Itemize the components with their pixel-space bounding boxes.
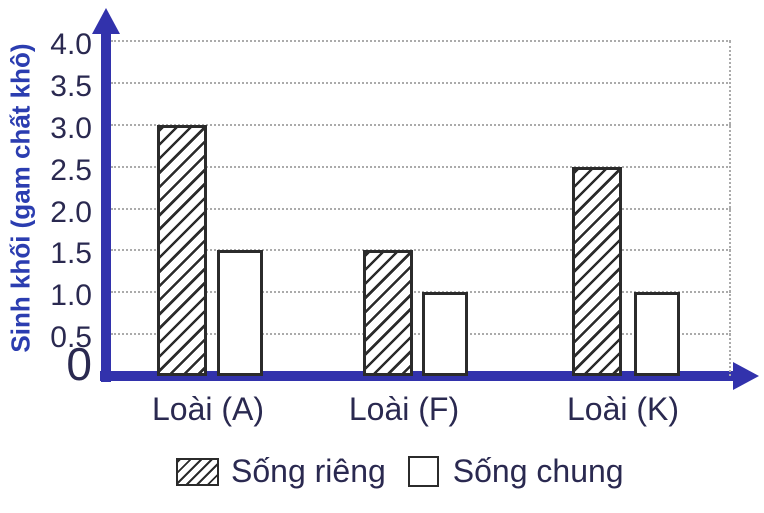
x-category-label: Loài (K) [566,391,680,427]
y-tick-label: 1.0 [50,279,92,313]
legend-label-song-chung: Sống chung [452,453,624,489]
bar-song-chung-1 [217,250,263,376]
legend: Sống riêng Sống chung [176,453,624,490]
legend-swatch-song-chung [407,456,439,487]
bar-song-chung-3 [634,292,680,376]
gridline [111,123,731,126]
y-tick-label: 2.0 [50,195,92,229]
legend-label-song-rieng: Sống riêng [231,453,386,489]
x-axis-arrowhead-icon [733,362,759,390]
x-category-label: Loài (A) [151,391,265,427]
y-tick-label: 4.0 [50,28,92,61]
y-tick-label: 0.5 [50,321,92,355]
gridline [111,291,731,294]
bar-song-rieng-2 [363,250,413,376]
y-axis-arrowhead-icon [92,8,120,34]
bar-song-rieng-1 [157,125,207,376]
bar-song-rieng-3 [572,167,622,376]
gridline [111,40,731,42]
y-tick-label: 1.5 [50,237,92,271]
gridline [111,81,731,84]
y-tick-label: 0 [66,338,92,390]
legend-swatch-song-rieng [176,457,219,486]
y-tick-label: 2.5 [50,153,92,187]
y-axis-line [101,26,111,382]
x-axis-line [100,371,736,381]
bar-song-chung-2 [422,292,468,376]
gridline [111,165,731,168]
plot-area [111,40,731,376]
x-category-label: Loài (F) [348,391,460,427]
gridline [111,249,731,252]
y-tick-label: 3.5 [50,69,92,103]
gridline [111,207,731,210]
gridline [111,333,731,336]
y-tick-label: 3.0 [50,111,92,145]
